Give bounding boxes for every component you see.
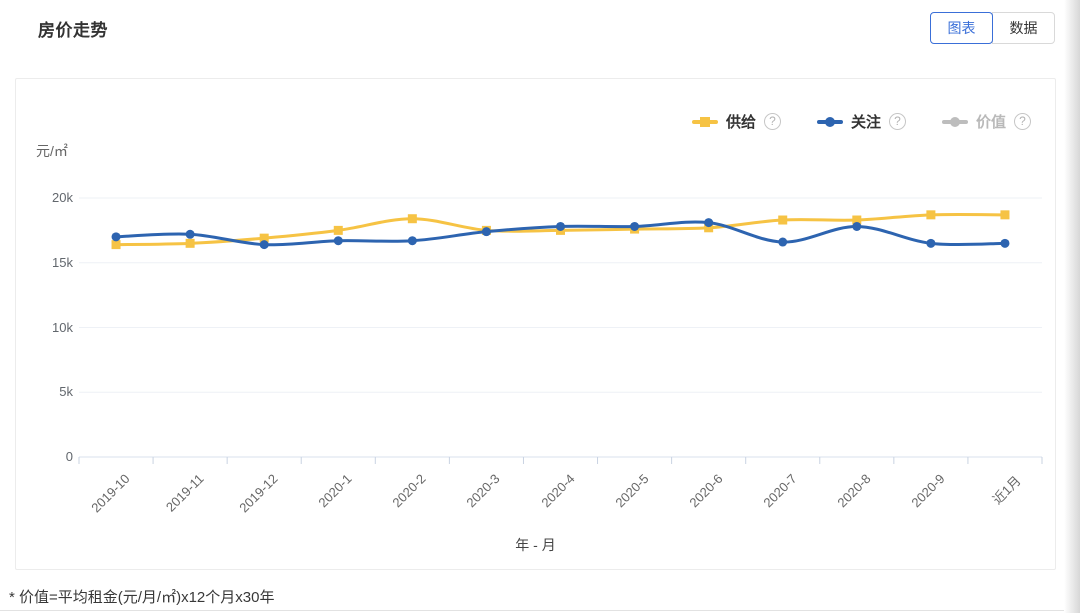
data-point-供给[interactable]: [704, 223, 714, 233]
chart-tab-button[interactable]: 图表: [930, 12, 993, 44]
data-point-关注[interactable]: [630, 221, 640, 231]
data-point-供给[interactable]: [778, 215, 788, 225]
data-point-关注[interactable]: [926, 238, 936, 248]
data-point-关注[interactable]: [481, 227, 491, 237]
y-tick-label: 10k: [52, 319, 73, 335]
y-tick-label: 0: [65, 449, 73, 464]
data-point-供给[interactable]: [1000, 210, 1010, 220]
data-point-关注[interactable]: [259, 240, 269, 250]
data-point-供给[interactable]: [926, 210, 936, 220]
legend-label-supply: 供给: [725, 114, 756, 131]
value-help-icon[interactable]: ?: [1014, 113, 1031, 130]
value-line-marker-icon: [941, 116, 968, 127]
legend-item-value[interactable]: 价值 ?: [941, 111, 1031, 132]
data-point-供给[interactable]: [333, 225, 343, 235]
data-point-关注[interactable]: [556, 221, 565, 231]
x-axis-title: 年 - 月: [515, 537, 556, 553]
data-point-供给[interactable]: [852, 215, 862, 225]
line-chart-plot-area[interactable]: [16, 79, 1055, 569]
y-tick-label: 20k: [52, 190, 73, 205]
data-point-关注[interactable]: [111, 232, 121, 242]
page-title: 房价走势: [38, 21, 108, 40]
supply-help-icon[interactable]: ?: [763, 113, 781, 130]
value-definition-footnote: * 价值=平均租金(元/月/㎡)x12个月x30年: [9, 589, 275, 606]
data-point-关注[interactable]: [778, 237, 788, 247]
data-point-关注[interactable]: [333, 236, 343, 246]
data-point-关注[interactable]: [852, 221, 862, 231]
data-point-关注[interactable]: [185, 229, 195, 239]
data-point-供给[interactable]: [185, 238, 195, 248]
chart-legend: 供给 ? 关注 ? 价值 ?: [691, 111, 1031, 132]
data-point-关注[interactable]: [704, 218, 714, 228]
bottom-divider: [0, 610, 1080, 611]
chart-card: 供给 ? 关注 ? 价值 ? 元/㎡ 0 5k 10k 15k 20k: [15, 78, 1056, 570]
supply-line-marker-icon: [691, 116, 718, 127]
chart-svg: [78, 197, 1043, 464]
scrollbar-track[interactable]: [1064, 0, 1080, 613]
legend-label-value: 价值: [975, 114, 1006, 131]
y-tick-label: 15k: [52, 254, 73, 270]
data-point-供给[interactable]: [259, 233, 269, 243]
y-axis-unit-label: 元/㎡: [36, 143, 68, 159]
data-point-关注[interactable]: [1000, 238, 1010, 248]
y-tick-label: 5k: [59, 384, 73, 400]
view-toggle: 图表 数据: [930, 12, 1055, 44]
data-tab-button[interactable]: 数据: [992, 12, 1055, 44]
legend-item-attention[interactable]: 关注 ?: [816, 111, 906, 132]
legend-item-supply[interactable]: 供给 ?: [691, 111, 781, 132]
data-point-供给[interactable]: [407, 214, 417, 224]
attention-line-marker-icon: [816, 116, 843, 127]
legend-label-attention: 关注: [850, 114, 881, 131]
data-point-供给[interactable]: [111, 240, 121, 250]
data-point-关注[interactable]: [407, 236, 417, 246]
attention-help-icon[interactable]: ?: [888, 113, 906, 130]
